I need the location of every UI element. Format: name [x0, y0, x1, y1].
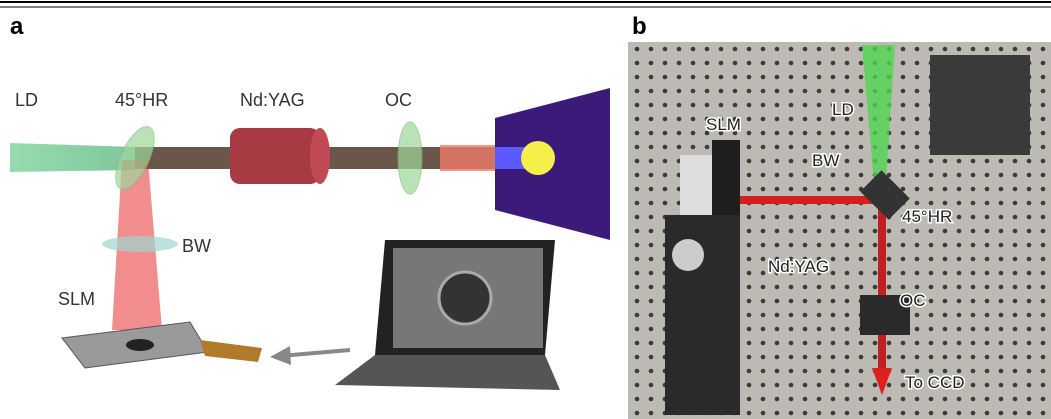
label: OC — [900, 291, 926, 310]
oc-mirror — [398, 122, 422, 194]
label: BW — [182, 236, 211, 256]
panel-label: a — [10, 13, 24, 40]
red-beam — [740, 196, 885, 204]
arrow — [280, 350, 350, 356]
laptop-base — [335, 355, 560, 390]
panel-label: b — [632, 13, 647, 40]
label: LD — [15, 90, 38, 110]
label: LD — [832, 100, 854, 119]
slm-cable — [200, 340, 262, 362]
label: SLM — [706, 115, 741, 134]
label: Nd:YAG — [768, 257, 829, 276]
label: BW — [812, 151, 839, 170]
label: To CCD — [905, 373, 965, 392]
label: Nd:YAG — [240, 90, 305, 110]
slm-mount — [712, 140, 740, 225]
output-beam — [878, 200, 886, 370]
slm-pattern — [126, 339, 154, 351]
output-beam — [440, 145, 495, 171]
label: SLM — [58, 289, 95, 309]
crystal-face — [310, 128, 330, 184]
mode-pattern — [521, 141, 555, 175]
figure: a LD 45°HR Nd:YAG OC BW SLM b SLM LD BW … — [0, 0, 1051, 419]
slm-board — [680, 155, 712, 215]
label: 45°HR — [115, 90, 168, 110]
beam-spot — [495, 147, 525, 169]
nd-yag-crystal — [230, 128, 320, 184]
display-pattern — [439, 272, 491, 324]
ld-mount — [930, 55, 1030, 155]
label: OC — [385, 90, 412, 110]
knob — [672, 239, 704, 271]
pump-beam — [10, 143, 135, 172]
bw-filter — [102, 236, 178, 252]
arrow-head — [270, 346, 291, 365]
label: 45°HR — [902, 207, 952, 226]
